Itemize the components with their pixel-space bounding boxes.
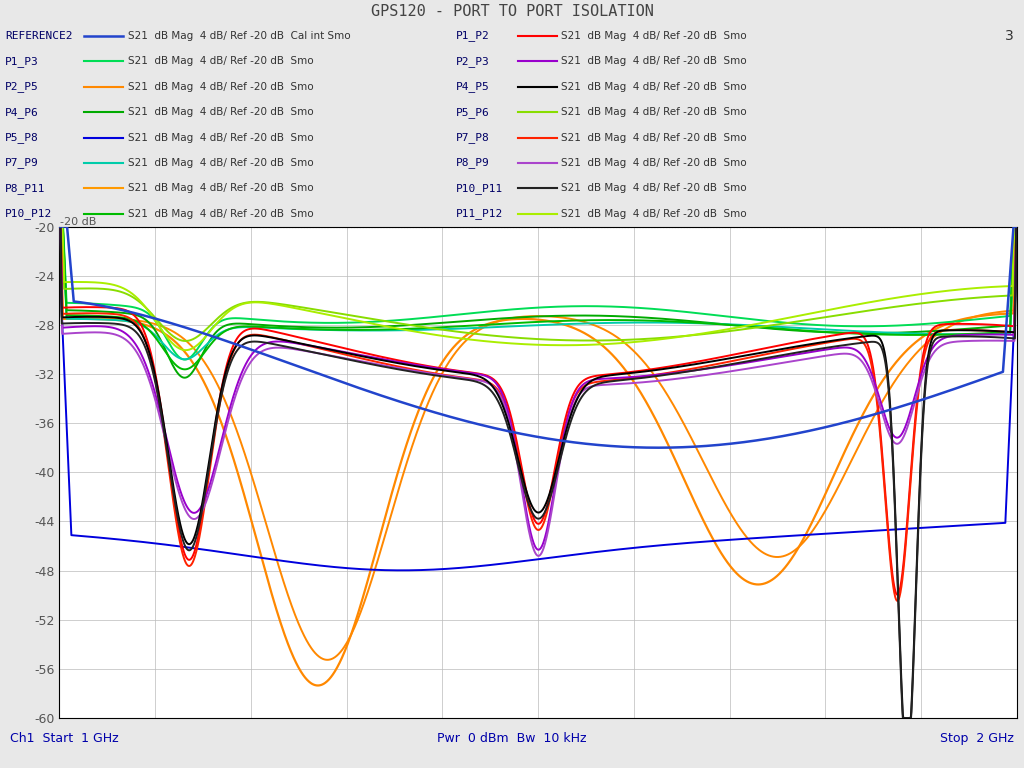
- Text: P1_P2: P1_P2: [456, 30, 489, 41]
- Text: P2_P3: P2_P3: [456, 56, 489, 67]
- Text: S21  dB Mag  4 dB/ Ref -20 dB  Smo: S21 dB Mag 4 dB/ Ref -20 dB Smo: [561, 31, 746, 41]
- Text: S21  dB Mag  4 dB/ Ref -20 dB  Smo: S21 dB Mag 4 dB/ Ref -20 dB Smo: [561, 209, 746, 219]
- Text: S21  dB Mag  4 dB/ Ref -20 dB  Smo: S21 dB Mag 4 dB/ Ref -20 dB Smo: [561, 56, 746, 66]
- Text: S21  dB Mag  4 dB/ Ref -20 dB  Smo: S21 dB Mag 4 dB/ Ref -20 dB Smo: [128, 158, 313, 168]
- Text: S21  dB Mag  4 dB/ Ref -20 dB  Cal int Smo: S21 dB Mag 4 dB/ Ref -20 dB Cal int Smo: [128, 31, 350, 41]
- Text: S21  dB Mag  4 dB/ Ref -20 dB  Smo: S21 dB Mag 4 dB/ Ref -20 dB Smo: [561, 184, 746, 194]
- Text: Pwr  0 dBm  Bw  10 kHz: Pwr 0 dBm Bw 10 kHz: [437, 732, 587, 744]
- Text: 3: 3: [1005, 28, 1014, 43]
- Text: P10_P11: P10_P11: [456, 183, 503, 194]
- Text: P4_P5: P4_P5: [456, 81, 489, 92]
- Text: S21  dB Mag  4 dB/ Ref -20 dB  Smo: S21 dB Mag 4 dB/ Ref -20 dB Smo: [561, 158, 746, 168]
- Text: S21  dB Mag  4 dB/ Ref -20 dB  Smo: S21 dB Mag 4 dB/ Ref -20 dB Smo: [561, 81, 746, 91]
- Text: S21  dB Mag  4 dB/ Ref -20 dB  Smo: S21 dB Mag 4 dB/ Ref -20 dB Smo: [561, 133, 746, 143]
- Text: P5_P6: P5_P6: [456, 107, 489, 118]
- Text: P7_P9: P7_P9: [5, 157, 39, 168]
- Text: P8_P11: P8_P11: [5, 183, 46, 194]
- Text: P10_P12: P10_P12: [5, 208, 52, 220]
- Text: P7_P8: P7_P8: [456, 132, 489, 143]
- Text: P4_P6: P4_P6: [5, 107, 39, 118]
- Text: S21  dB Mag  4 dB/ Ref -20 dB  Smo: S21 dB Mag 4 dB/ Ref -20 dB Smo: [561, 107, 746, 117]
- Text: S21  dB Mag  4 dB/ Ref -20 dB  Smo: S21 dB Mag 4 dB/ Ref -20 dB Smo: [128, 81, 313, 91]
- Text: P2_P5: P2_P5: [5, 81, 39, 92]
- Text: GPS120 - PORT TO PORT ISOLATION: GPS120 - PORT TO PORT ISOLATION: [371, 4, 653, 19]
- Text: P5_P8: P5_P8: [5, 132, 39, 143]
- Text: S21  dB Mag  4 dB/ Ref -20 dB  Smo: S21 dB Mag 4 dB/ Ref -20 dB Smo: [128, 56, 313, 66]
- Text: S21  dB Mag  4 dB/ Ref -20 dB  Smo: S21 dB Mag 4 dB/ Ref -20 dB Smo: [128, 209, 313, 219]
- Text: REFERENCE2: REFERENCE2: [5, 31, 73, 41]
- Text: Ch1  Start  1 GHz: Ch1 Start 1 GHz: [10, 732, 119, 744]
- Text: P8_P9: P8_P9: [456, 157, 489, 168]
- Text: -20 dB: -20 dB: [60, 217, 96, 227]
- Text: P1_P3: P1_P3: [5, 56, 39, 67]
- Text: S21  dB Mag  4 dB/ Ref -20 dB  Smo: S21 dB Mag 4 dB/ Ref -20 dB Smo: [128, 107, 313, 117]
- Text: S21  dB Mag  4 dB/ Ref -20 dB  Smo: S21 dB Mag 4 dB/ Ref -20 dB Smo: [128, 184, 313, 194]
- Text: S21  dB Mag  4 dB/ Ref -20 dB  Smo: S21 dB Mag 4 dB/ Ref -20 dB Smo: [128, 133, 313, 143]
- Text: Stop  2 GHz: Stop 2 GHz: [940, 732, 1014, 744]
- Text: P11_P12: P11_P12: [456, 208, 503, 220]
